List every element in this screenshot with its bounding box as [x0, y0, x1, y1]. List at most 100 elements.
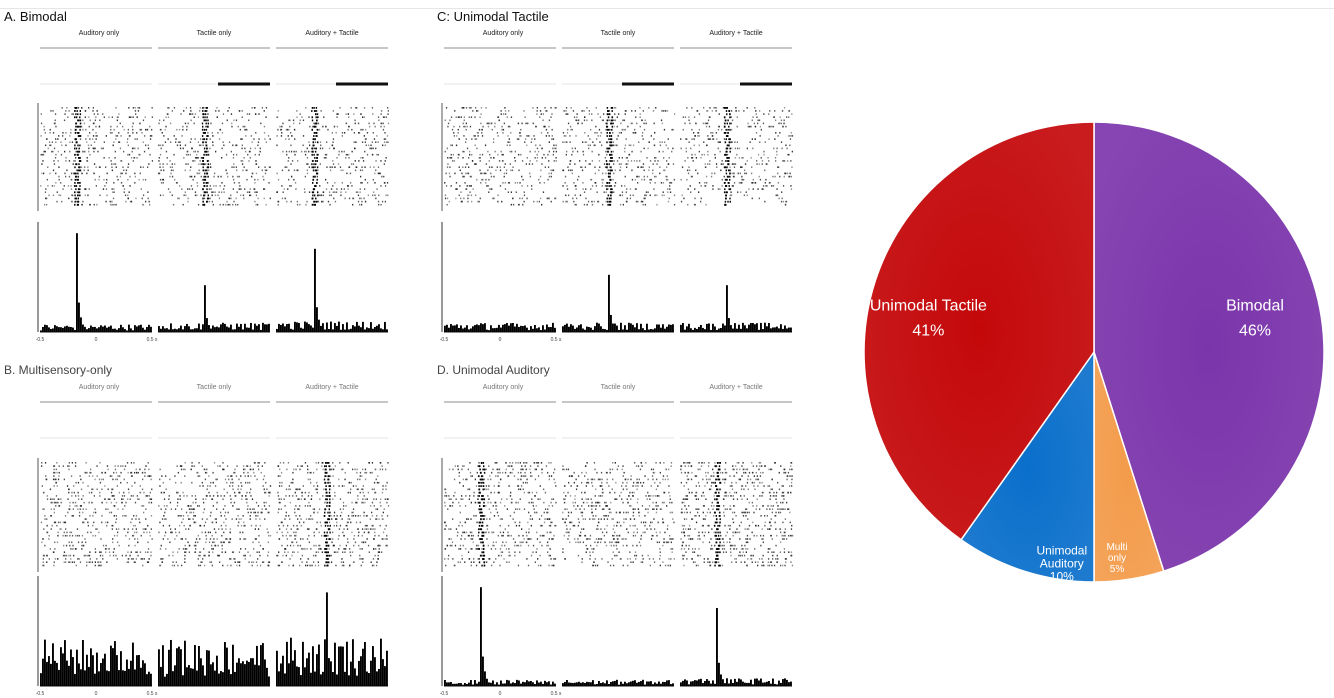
spike-dot: [318, 194, 320, 197]
spike-dot: [277, 495, 280, 497]
spike-dot: [221, 157, 223, 159]
spike-dot: [447, 125, 449, 128]
spike-dot: [242, 125, 244, 128]
spike-dot: [326, 521, 328, 524]
spike-dot: [336, 521, 338, 524]
spike-dot: [328, 481, 330, 484]
spike-dot: [189, 153, 191, 156]
spike-dot: [74, 185, 76, 187]
spike-dot: [312, 191, 315, 194]
spike-dot: [235, 144, 237, 147]
spike-dot: [315, 163, 317, 166]
spike-dot: [565, 135, 567, 137]
spike-dot: [167, 188, 170, 190]
spike-dot: [110, 160, 112, 162]
psth-bar: [702, 327, 704, 332]
spike-dot: [129, 135, 131, 137]
spike-dot: [711, 172, 713, 175]
spike-dot: [61, 144, 63, 147]
tactile-stimulus-bar: [218, 82, 270, 86]
spike-dot: [77, 481, 80, 484]
spike-dot: [161, 518, 164, 520]
spike-dot: [520, 128, 522, 131]
psth-bar: [632, 324, 634, 332]
spike-dot: [138, 153, 140, 156]
spike-dot: [352, 508, 355, 510]
spike-dot: [284, 197, 286, 200]
spike-dot: [261, 508, 263, 510]
spike-dot: [663, 169, 665, 172]
spike-dot: [109, 132, 112, 134]
spike-dot: [662, 110, 664, 112]
spike-dot: [198, 505, 200, 507]
spike-dot: [350, 163, 353, 165]
spike-dot: [332, 191, 334, 193]
spike-dot: [132, 528, 134, 530]
psth-bar: [148, 324, 150, 332]
spike-dot: [243, 468, 245, 471]
spike-dot: [295, 515, 297, 517]
spike-dot: [212, 481, 215, 484]
spike-dot: [385, 194, 387, 197]
spike-dot: [74, 191, 76, 194]
spike-dot: [539, 110, 542, 112]
spike-dot: [169, 501, 172, 504]
spike-dot: [329, 169, 332, 172]
spike-dot: [247, 551, 249, 553]
spike-dot: [285, 128, 288, 131]
spike-dot: [202, 166, 204, 169]
spike-dot: [40, 185, 42, 187]
spike-dot: [202, 188, 204, 191]
spike-dot: [53, 163, 56, 165]
spike-dot: [611, 119, 613, 122]
spike-dot: [223, 468, 225, 471]
spike-dot: [717, 128, 720, 131]
spike-dot: [355, 166, 357, 168]
spike-dot: [357, 488, 359, 491]
spike-dot: [774, 157, 777, 159]
psth-bar: [146, 674, 148, 686]
spike-dot: [523, 110, 525, 112]
spike-dot: [68, 491, 70, 494]
spike-dot: [376, 153, 378, 156]
spike-dot: [233, 119, 235, 122]
spike-dot: [465, 188, 468, 190]
spike-dot: [707, 110, 709, 112]
spike-dot: [190, 468, 192, 471]
spike-dot: [330, 188, 333, 190]
spike-dot: [618, 132, 621, 134]
spike-dot: [77, 197, 79, 200]
spike-dot: [44, 191, 47, 193]
spike-dot: [447, 157, 449, 159]
spike-dot: [715, 110, 717, 112]
spike-dot: [75, 147, 78, 150]
psth-bar: [302, 328, 304, 332]
spike-dot: [597, 135, 599, 137]
spike-dot: [160, 508, 162, 510]
spike-dot: [469, 153, 471, 156]
spike-dot: [203, 132, 206, 134]
spike-dot: [555, 147, 557, 150]
spike-dot: [540, 132, 543, 134]
spike-dot: [178, 531, 180, 534]
spike-dot: [531, 188, 533, 190]
spike-dot: [182, 125, 184, 128]
spike-dot: [189, 524, 191, 527]
spike-dot: [75, 125, 77, 128]
spike-dot: [193, 122, 195, 125]
spike-dot: [167, 113, 169, 115]
spike-dot: [69, 561, 71, 563]
spike-dot: [523, 194, 526, 197]
spike-dot: [43, 564, 45, 567]
spike-dot: [572, 110, 575, 112]
spike-dot: [647, 147, 649, 150]
spike-dot: [232, 505, 234, 507]
spike-dot: [101, 478, 103, 481]
spike-dot: [496, 132, 499, 134]
spike-dot: [181, 521, 183, 524]
psth-bar: [158, 326, 160, 332]
spike-dot: [43, 150, 45, 153]
spike-dot: [715, 132, 717, 134]
spike-dot: [379, 462, 381, 464]
spike-dot: [111, 163, 113, 165]
